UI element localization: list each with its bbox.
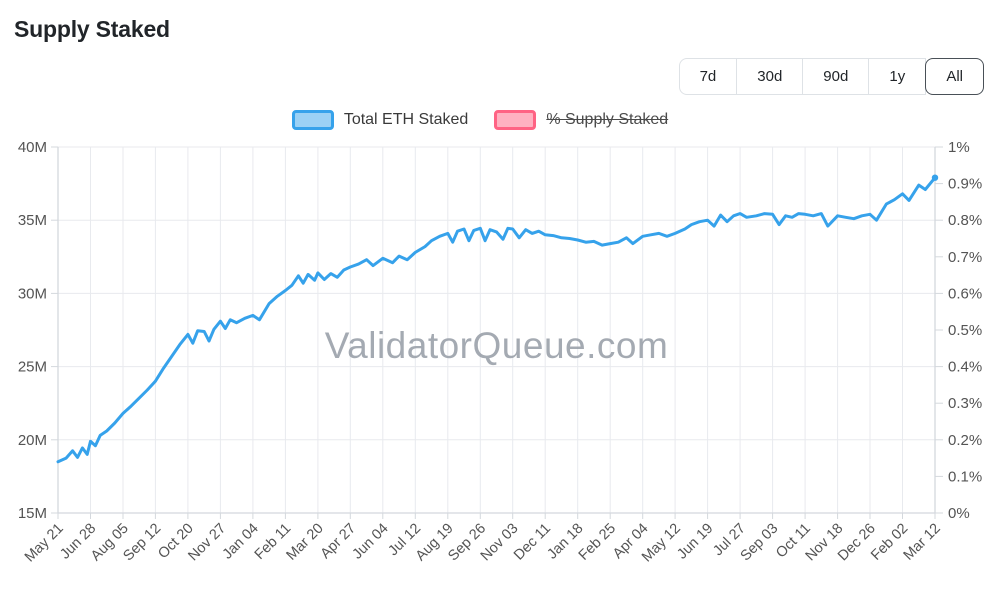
axis-borders	[57, 147, 936, 514]
svg-text:Jun 19: Jun 19	[674, 521, 716, 563]
svg-text:0.5%: 0.5%	[948, 322, 982, 339]
range-selector: 7d 30d 90d 1y All	[678, 58, 984, 95]
svg-text:0.8%: 0.8%	[948, 212, 982, 229]
page-title: Supply Staked	[14, 16, 170, 42]
svg-text:0.7%: 0.7%	[948, 249, 982, 266]
last-point-marker	[931, 174, 939, 181]
legend-label: % Supply Staked	[546, 111, 669, 128]
legend-item-total-eth-staked[interactable]: Total ETH Staked	[291, 110, 469, 130]
svg-text:May 21: May 21	[22, 521, 67, 566]
range-button-30d[interactable]: 30d	[736, 58, 804, 95]
svg-text:0.2%: 0.2%	[948, 432, 982, 449]
svg-text:1%: 1%	[948, 139, 970, 156]
svg-text:0.4%: 0.4%	[948, 359, 982, 376]
svg-text:25M: 25M	[18, 359, 47, 376]
svg-text:Feb 25: Feb 25	[576, 521, 619, 564]
svg-text:30M: 30M	[18, 285, 47, 302]
svg-text:20M: 20M	[18, 432, 47, 449]
vertical-gridlines	[57, 147, 936, 519]
legend-label: Total ETH Staked	[343, 111, 469, 128]
series-total-eth-staked	[56, 174, 939, 464]
svg-text:0%: 0%	[948, 505, 970, 522]
legend-swatch-blue	[291, 110, 334, 130]
svg-text:0.9%: 0.9%	[948, 176, 982, 193]
svg-text:Dec 11: Dec 11	[511, 521, 554, 564]
svg-text:0.3%: 0.3%	[948, 395, 982, 412]
chart-legend: Total ETH Staked % Supply Staked	[0, 110, 960, 130]
svg-text:15M: 15M	[18, 505, 47, 522]
y-axis-right: 1% 0.9% 0.8% 0.7% 0.6% 0.5% 0.4% 0.3% 0.2% 0.1% 0%	[935, 139, 982, 522]
svg-text:35M: 35M	[18, 212, 47, 229]
legend-item-percent-supply-staked[interactable]: % Supply Staked	[494, 110, 668, 130]
svg-text:40M: 40M	[18, 139, 47, 156]
range-button-1y[interactable]: 1y	[868, 58, 927, 95]
svg-text:Jun 04: Jun 04	[350, 521, 392, 563]
watermark: ValidatorQueue.com	[325, 325, 669, 366]
svg-text:0.1%: 0.1%	[948, 468, 982, 485]
svg-text:Nov 27: Nov 27	[185, 521, 229, 565]
svg-text:Mar 20: Mar 20	[283, 521, 326, 564]
range-button-7d[interactable]: 7d	[678, 58, 738, 95]
legend-swatch-pink	[494, 110, 537, 130]
svg-text:Mar 12: Mar 12	[901, 521, 944, 564]
range-button-all[interactable]: All	[925, 58, 984, 95]
svg-text:0.6%: 0.6%	[948, 285, 982, 302]
range-button-90d[interactable]: 90d	[802, 58, 870, 95]
